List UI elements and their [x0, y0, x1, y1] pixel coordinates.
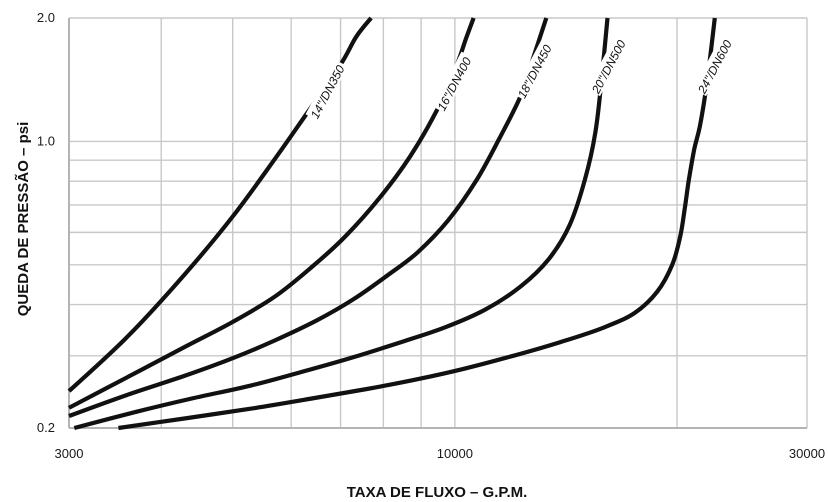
- series-label-bg: [586, 34, 630, 97]
- series-label-bg: [512, 39, 556, 101]
- y-tick-label: 2.0: [37, 10, 55, 25]
- y-tick-label: 1.0: [37, 133, 55, 148]
- series-line-14-dn350: [67, 16, 373, 393]
- y-tick-label: 0.2: [37, 420, 55, 435]
- series-label-14-dn350: 14"/DN350: [308, 63, 348, 121]
- series-label-bg: [305, 59, 348, 122]
- tick-labels: 0.2 1.0 2.0 3000 10000 30000: [37, 10, 825, 461]
- series-label-bg: [692, 34, 736, 97]
- y-axis-title: QUEDA DE PRESSÃO – psi: [14, 122, 32, 317]
- series-line-18-dn450: [68, 17, 549, 418]
- series-group: [67, 16, 717, 431]
- series-labels: 14"/DN350 16"/DN400 18"/DN450 20"/DN500 24"/…: [305, 34, 736, 122]
- series-label-20-dn500: 20"/DN500: [588, 38, 628, 97]
- x-tick-label: 3000: [55, 446, 84, 461]
- x-tick-label: 30000: [789, 446, 825, 461]
- series-label-bg: [432, 51, 475, 114]
- series-line-20-dn500: [73, 17, 610, 431]
- series-line-24-dn600: [118, 17, 717, 431]
- x-tick-label: 10000: [437, 446, 473, 461]
- series-line-16-dn400: [68, 17, 476, 410]
- series-label-24-dn600: 24"/DN600: [695, 38, 735, 97]
- grid: [68, 17, 808, 429]
- x-axis-title: TAXA DE FLUXO – G.P.M.: [347, 484, 528, 501]
